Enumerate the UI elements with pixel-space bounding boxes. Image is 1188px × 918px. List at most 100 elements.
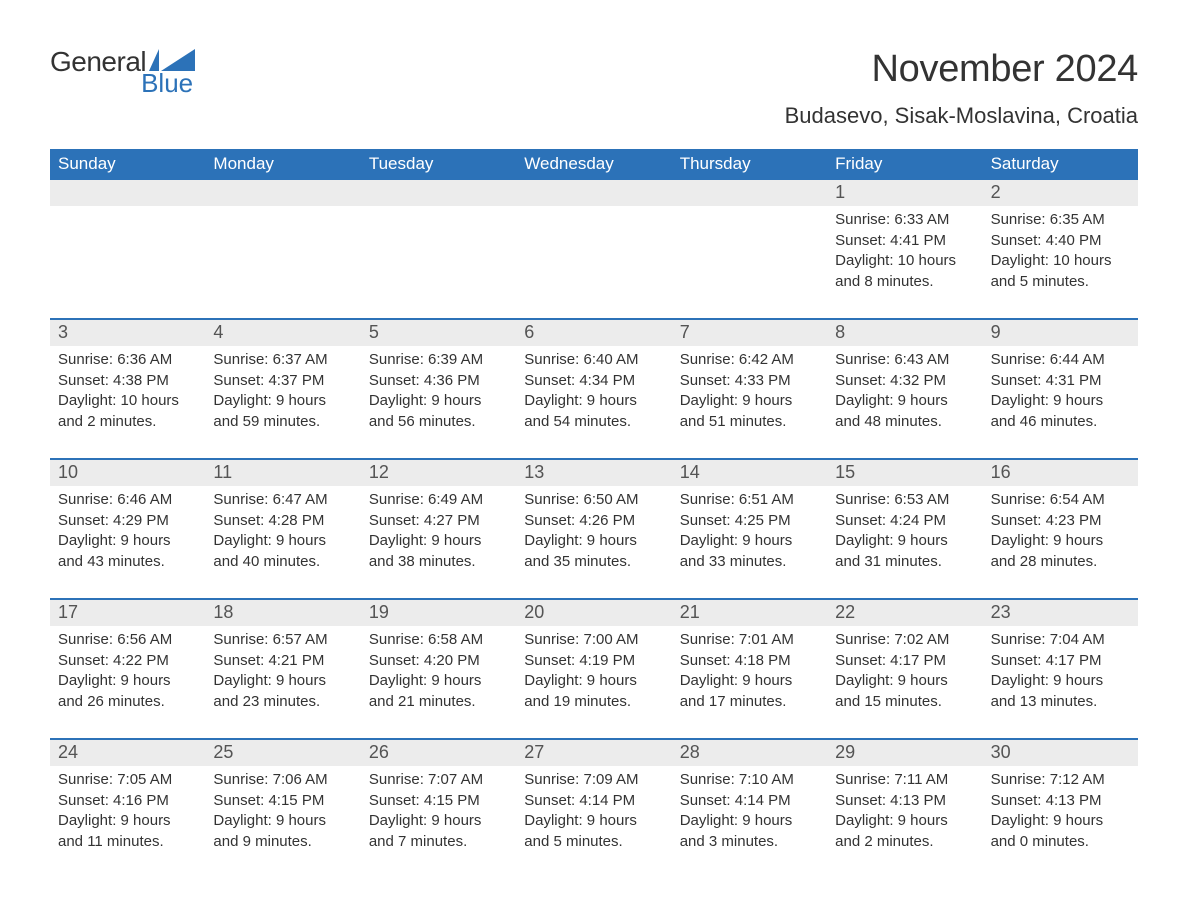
day-cell: Sunrise: 6:42 AMSunset: 4:33 PMDaylight:… <box>672 346 827 438</box>
sunrise-text: Sunrise: 6:47 AM <box>213 490 352 511</box>
day-cell: Sunrise: 6:57 AMSunset: 4:21 PMDaylight:… <box>205 626 360 718</box>
sunset-text: Sunset: 4:28 PM <box>213 511 352 532</box>
day-number: . <box>361 180 516 206</box>
day-cell <box>361 206 516 298</box>
day-cell: Sunrise: 6:47 AMSunset: 4:28 PMDaylight:… <box>205 486 360 578</box>
daylight-text: Daylight: 9 hours and 13 minutes. <box>991 671 1130 712</box>
daylight-text: Daylight: 9 hours and 38 minutes. <box>369 531 508 572</box>
day-cell: Sunrise: 6:56 AMSunset: 4:22 PMDaylight:… <box>50 626 205 718</box>
day-cell: Sunrise: 7:07 AMSunset: 4:15 PMDaylight:… <box>361 766 516 858</box>
sunset-text: Sunset: 4:33 PM <box>680 371 819 392</box>
day-number: . <box>205 180 360 206</box>
sunrise-text: Sunrise: 7:09 AM <box>524 770 663 791</box>
sunset-text: Sunset: 4:41 PM <box>835 231 974 252</box>
sunset-text: Sunset: 4:19 PM <box>524 651 663 672</box>
daylight-text: Daylight: 9 hours and 33 minutes. <box>680 531 819 572</box>
week-data-row: Sunrise: 6:33 AMSunset: 4:41 PMDaylight:… <box>50 206 1138 298</box>
day-cell: Sunrise: 6:50 AMSunset: 4:26 PMDaylight:… <box>516 486 671 578</box>
day-cell <box>205 206 360 298</box>
daylight-text: Daylight: 9 hours and 5 minutes. <box>524 811 663 852</box>
calendar-body: .....12Sunrise: 6:33 AMSunset: 4:41 PMDa… <box>50 180 1138 858</box>
sunset-text: Sunset: 4:16 PM <box>58 791 197 812</box>
day-number: 4 <box>205 320 360 346</box>
sunrise-text: Sunrise: 7:11 AM <box>835 770 974 791</box>
sunrise-text: Sunrise: 6:33 AM <box>835 210 974 231</box>
daylight-text: Daylight: 9 hours and 11 minutes. <box>58 811 197 852</box>
sunrise-text: Sunrise: 6:44 AM <box>991 350 1130 371</box>
daylight-text: Daylight: 9 hours and 28 minutes. <box>991 531 1130 572</box>
daylight-text: Daylight: 9 hours and 26 minutes. <box>58 671 197 712</box>
daylight-text: Daylight: 9 hours and 0 minutes. <box>991 811 1130 852</box>
day-cell <box>516 206 671 298</box>
daylight-text: Daylight: 10 hours and 8 minutes. <box>835 251 974 292</box>
sunrise-text: Sunrise: 7:07 AM <box>369 770 508 791</box>
sunset-text: Sunset: 4:17 PM <box>835 651 974 672</box>
day-cell: Sunrise: 7:00 AMSunset: 4:19 PMDaylight:… <box>516 626 671 718</box>
daylight-text: Daylight: 9 hours and 23 minutes. <box>213 671 352 712</box>
sunrise-text: Sunrise: 6:54 AM <box>991 490 1130 511</box>
daylight-text: Daylight: 9 hours and 19 minutes. <box>524 671 663 712</box>
daylight-text: Daylight: 9 hours and 2 minutes. <box>835 811 974 852</box>
week-data-row: Sunrise: 7:05 AMSunset: 4:16 PMDaylight:… <box>50 766 1138 858</box>
day-cell: Sunrise: 6:49 AMSunset: 4:27 PMDaylight:… <box>361 486 516 578</box>
week-daynum-row: 24252627282930 <box>50 738 1138 766</box>
daylight-text: Daylight: 9 hours and 40 minutes. <box>213 531 352 572</box>
day-number: 17 <box>50 600 205 626</box>
week-daynum-row: 10111213141516 <box>50 458 1138 486</box>
day-cell: Sunrise: 6:40 AMSunset: 4:34 PMDaylight:… <box>516 346 671 438</box>
weekday-heading: Tuesday <box>361 149 516 180</box>
brand-logo: General Blue <box>50 48 195 96</box>
logo-word1: General <box>50 48 146 76</box>
day-cell: Sunrise: 6:35 AMSunset: 4:40 PMDaylight:… <box>983 206 1138 298</box>
day-number: 22 <box>827 600 982 626</box>
daylight-text: Daylight: 9 hours and 7 minutes. <box>369 811 508 852</box>
day-number: 13 <box>516 460 671 486</box>
day-number: 30 <box>983 740 1138 766</box>
day-number: 3 <box>50 320 205 346</box>
sunrise-text: Sunrise: 7:10 AM <box>680 770 819 791</box>
sunset-text: Sunset: 4:17 PM <box>991 651 1130 672</box>
day-number: 27 <box>516 740 671 766</box>
sunset-text: Sunset: 4:38 PM <box>58 371 197 392</box>
daylight-text: Daylight: 9 hours and 15 minutes. <box>835 671 974 712</box>
day-number: 10 <box>50 460 205 486</box>
day-number: 2 <box>983 180 1138 206</box>
daylight-text: Daylight: 10 hours and 5 minutes. <box>991 251 1130 292</box>
week-data-row: Sunrise: 6:56 AMSunset: 4:22 PMDaylight:… <box>50 626 1138 718</box>
day-number: . <box>516 180 671 206</box>
day-number: . <box>50 180 205 206</box>
daylight-text: Daylight: 9 hours and 35 minutes. <box>524 531 663 572</box>
day-cell: Sunrise: 7:11 AMSunset: 4:13 PMDaylight:… <box>827 766 982 858</box>
sunset-text: Sunset: 4:37 PM <box>213 371 352 392</box>
day-number: 26 <box>361 740 516 766</box>
sunrise-text: Sunrise: 6:39 AM <box>369 350 508 371</box>
sunrise-text: Sunrise: 6:58 AM <box>369 630 508 651</box>
sunrise-text: Sunrise: 6:51 AM <box>680 490 819 511</box>
sunset-text: Sunset: 4:20 PM <box>369 651 508 672</box>
week-daynum-row: 17181920212223 <box>50 598 1138 626</box>
daylight-text: Daylight: 9 hours and 48 minutes. <box>835 391 974 432</box>
day-number: 25 <box>205 740 360 766</box>
sunrise-text: Sunrise: 6:40 AM <box>524 350 663 371</box>
daylight-text: Daylight: 9 hours and 43 minutes. <box>58 531 197 572</box>
day-number: 29 <box>827 740 982 766</box>
day-cell: Sunrise: 7:12 AMSunset: 4:13 PMDaylight:… <box>983 766 1138 858</box>
day-cell: Sunrise: 6:43 AMSunset: 4:32 PMDaylight:… <box>827 346 982 438</box>
week-data-row: Sunrise: 6:36 AMSunset: 4:38 PM Daylight:… <box>50 346 1138 438</box>
sunrise-text: Sunrise: 6:36 AM <box>58 350 197 371</box>
sunrise-text: Sunrise: 7:00 AM <box>524 630 663 651</box>
day-cell <box>50 206 205 298</box>
sunrise-text: Sunrise: 6:49 AM <box>369 490 508 511</box>
sunset-text: Sunset: 4:27 PM <box>369 511 508 532</box>
day-cell: Sunrise: 7:02 AMSunset: 4:17 PMDaylight:… <box>827 626 982 718</box>
day-number: 28 <box>672 740 827 766</box>
day-cell: Sunrise: 6:58 AMSunset: 4:20 PMDaylight:… <box>361 626 516 718</box>
sunrise-text: Sunrise: 7:01 AM <box>680 630 819 651</box>
day-cell: Sunrise: 6:54 AMSunset: 4:23 PMDaylight:… <box>983 486 1138 578</box>
day-cell: Sunrise: 6:44 AMSunset: 4:31 PMDaylight:… <box>983 346 1138 438</box>
logo-text: General Blue <box>50 48 195 96</box>
day-number: 20 <box>516 600 671 626</box>
day-number: 9 <box>983 320 1138 346</box>
daylight-text: Daylight: 9 hours and 17 minutes. <box>680 671 819 712</box>
day-number: 23 <box>983 600 1138 626</box>
